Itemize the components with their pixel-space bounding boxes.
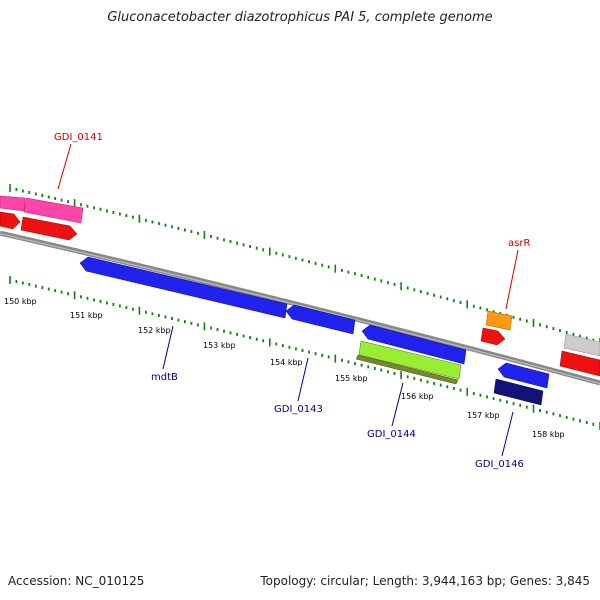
gene-feature-gdi-0144[interactable] <box>358 340 462 380</box>
gene-feature-asrR[interactable] <box>485 310 513 331</box>
tick-label: 158 kbp <box>532 430 565 439</box>
gene-feature[interactable] <box>20 216 78 241</box>
label-leader <box>57 143 72 190</box>
gene-feature[interactable] <box>480 327 506 346</box>
accession-text: Accession: NC_010125 <box>8 574 145 588</box>
gene-feature-mdtB[interactable] <box>79 256 288 319</box>
gene-label-gdi-0143: GDI_0143 <box>274 404 323 415</box>
gene-label-gdi-0141: GDI_0141 <box>54 132 103 143</box>
gene-feature[interactable] <box>559 350 600 377</box>
tick-label: 156 kbp <box>401 392 434 401</box>
topology-text: Topology: circular; Length: 3,944,163 bp… <box>260 574 590 588</box>
label-leader <box>505 249 519 310</box>
backbone-highlight <box>0 233 600 385</box>
gene-feature-gdi-0143[interactable] <box>285 304 356 335</box>
gene-feature[interactable] <box>361 324 467 365</box>
gene-feature[interactable] <box>497 362 550 389</box>
gene-feature[interactable] <box>0 211 21 230</box>
gene-label-asrR: asrR <box>508 238 530 249</box>
outer-tick-track <box>9 184 600 346</box>
tick-label: 152 kbp <box>138 326 171 335</box>
gene-feature-gdi-0141[interactable] <box>23 197 84 224</box>
tick-label: 157 kbp <box>467 411 500 420</box>
tick-label: 150 kbp <box>4 297 37 306</box>
tick-label: 153 kbp <box>203 341 236 350</box>
gene-feature[interactable] <box>0 195 26 212</box>
tick-label: 155 kbp <box>335 374 368 383</box>
label-leader <box>162 325 174 370</box>
gene-label-gdi-0144: GDI_0144 <box>367 429 416 440</box>
label-leader <box>297 357 309 402</box>
tick-label: 151 kbp <box>70 311 103 320</box>
label-leader <box>391 382 404 427</box>
gene-label-gdi-0146: GDI_0146 <box>475 459 524 470</box>
genome-title: Gluconacetobacter diazotrophicus PAI 5, … <box>107 10 493 25</box>
gene-feature-gdi-0146[interactable] <box>493 378 544 406</box>
gene-feature[interactable] <box>355 354 459 385</box>
gene-label-mdtB: mdtB <box>151 372 178 383</box>
label-leader <box>501 411 514 457</box>
tick-label: 154 kbp <box>270 358 303 367</box>
gene-feature[interactable] <box>563 333 600 357</box>
inner-tick-track <box>9 276 600 430</box>
